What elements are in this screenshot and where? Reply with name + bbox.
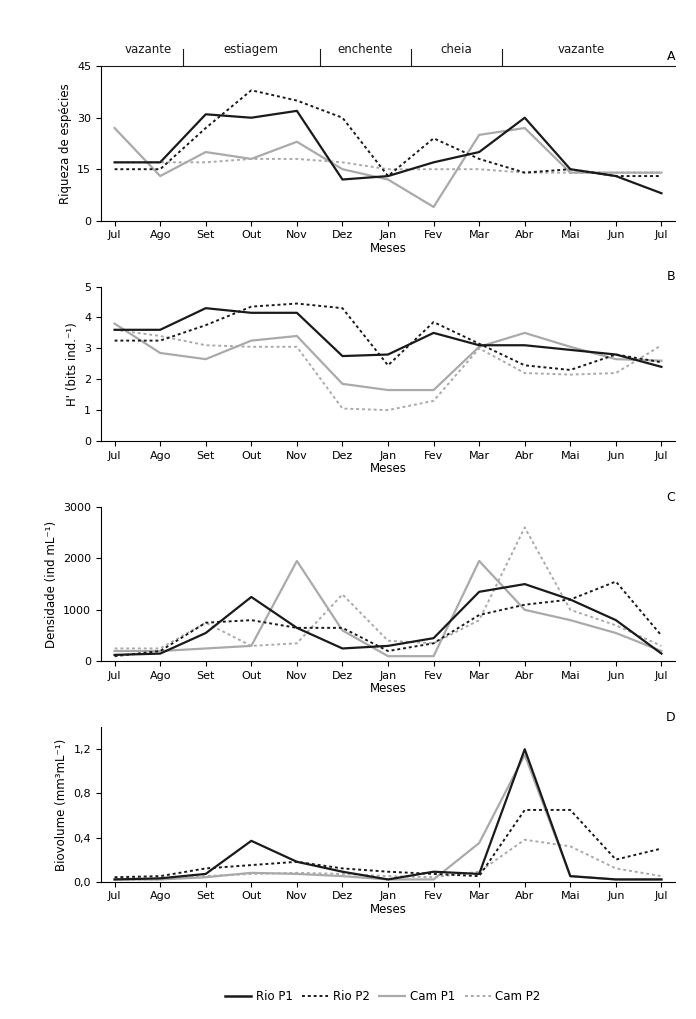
Text: cheia: cheia [441, 43, 473, 56]
Y-axis label: Riqueza de espécies: Riqueza de espécies [58, 84, 72, 204]
X-axis label: Meses: Meses [370, 683, 406, 695]
X-axis label: Meses: Meses [370, 242, 406, 255]
Text: B: B [667, 270, 675, 283]
X-axis label: Meses: Meses [370, 903, 406, 916]
Text: vazante: vazante [558, 43, 606, 56]
Y-axis label: H' (bits ind.⁻¹): H' (bits ind.⁻¹) [65, 322, 79, 406]
Y-axis label: Biovolume (mm³mL⁻¹): Biovolume (mm³mL⁻¹) [55, 739, 68, 870]
X-axis label: Meses: Meses [370, 463, 406, 475]
Text: A: A [667, 50, 675, 63]
Legend: Rio P1, Rio P2, Cam P1, Cam P2: Rio P1, Rio P2, Cam P1, Cam P2 [221, 985, 545, 1008]
Text: vazante: vazante [125, 43, 173, 56]
Text: D: D [665, 711, 675, 725]
Text: enchente: enchente [338, 43, 393, 56]
Y-axis label: Densidade (ind mL⁻¹): Densidade (ind mL⁻¹) [45, 521, 58, 648]
Text: estiagem: estiagem [224, 43, 279, 56]
Text: C: C [666, 491, 675, 503]
